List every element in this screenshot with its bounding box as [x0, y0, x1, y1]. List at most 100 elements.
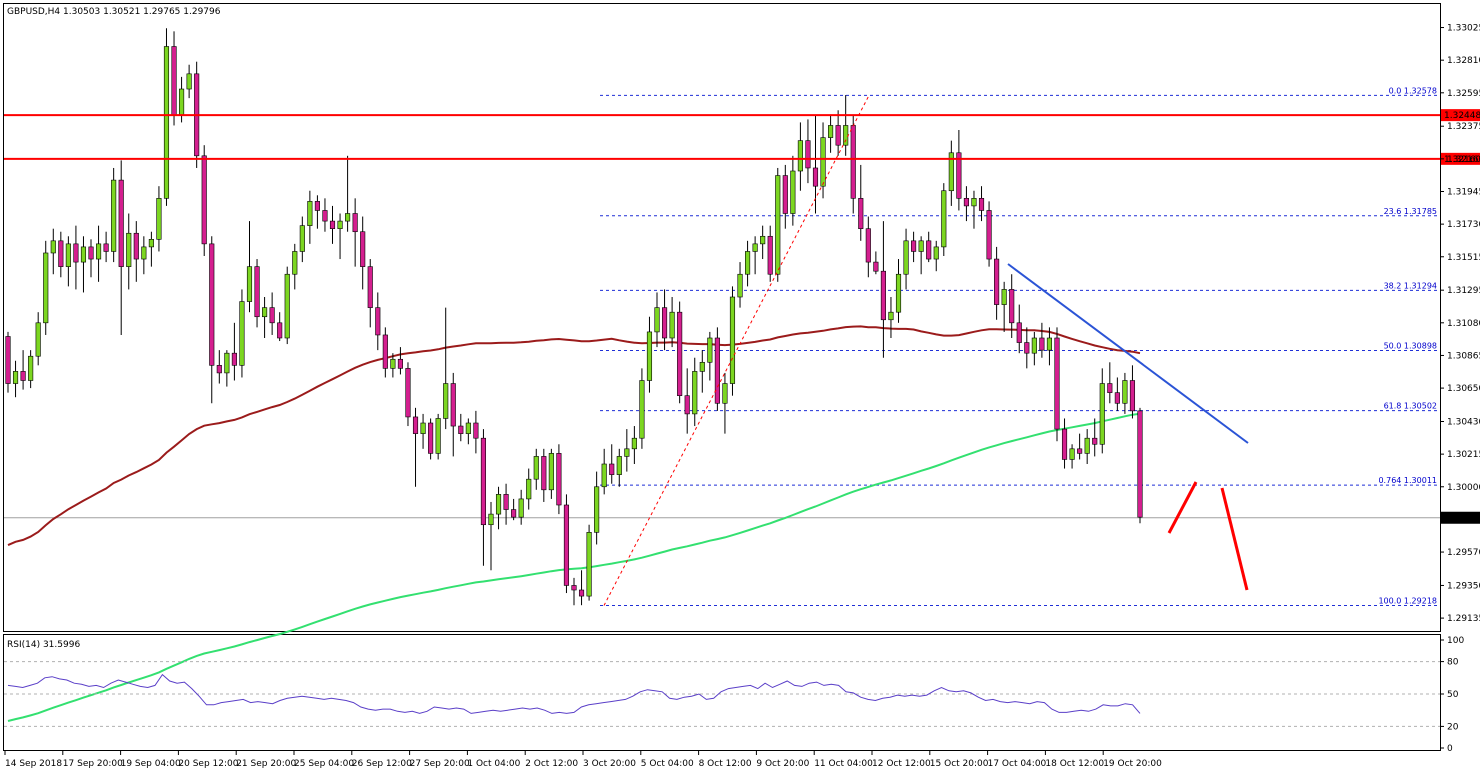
rsi-tick-label: 80: [1447, 658, 1459, 668]
candle-body: [737, 273, 743, 298]
candle-body: [586, 532, 592, 597]
candle-body: [390, 358, 396, 369]
time-tick-label: 26 Sep 12:00: [352, 759, 412, 769]
candle-body: [1061, 428, 1068, 460]
candle-body: [692, 371, 698, 415]
time-tick-label: 27 Sep 20:00: [410, 759, 470, 769]
candle-body: [224, 352, 230, 374]
candle-body: [284, 273, 290, 339]
candle-body: [714, 337, 720, 404]
candle-body: [858, 198, 864, 229]
candle-body: [820, 137, 826, 187]
candle-body: [458, 425, 464, 434]
resistance-price-tag: [1441, 152, 1480, 165]
candle-body: [518, 498, 524, 518]
candle-body: [911, 240, 917, 252]
candle-body: [201, 155, 207, 245]
candle-body: [360, 231, 366, 267]
candle-body: [888, 311, 894, 321]
time-tick-label: 9 Oct 20:00: [756, 759, 809, 769]
candle-body: [775, 175, 781, 275]
candle-body: [209, 243, 215, 366]
candle-body: [307, 201, 313, 226]
candle-body: [654, 307, 660, 333]
time-tick-label: 11 Oct 04:00: [814, 759, 873, 769]
candle-body: [578, 589, 585, 597]
candle-body: [420, 422, 426, 434]
rsi-tick-label: 0: [1447, 744, 1453, 754]
candle-body: [186, 73, 192, 90]
time-tick-label: 17 Oct 04:00: [988, 759, 1047, 769]
candle-body: [1129, 380, 1136, 412]
candle-body: [1107, 383, 1113, 393]
candle-body: [1024, 342, 1030, 354]
candle-body: [163, 46, 170, 199]
candle-body: [948, 152, 954, 192]
candle-body: [254, 266, 260, 318]
candle-body: [1114, 392, 1120, 404]
candle-body: [495, 494, 502, 515]
candle-body: [880, 270, 886, 321]
candle-body: [412, 416, 419, 434]
candle-body: [480, 437, 487, 526]
time-tick-label: 21 Sep 20:00: [236, 759, 296, 769]
candle-body: [926, 240, 932, 260]
price-tick-label: 1.32810: [1447, 56, 1480, 66]
time-tick-label: 18 Oct 12:00: [1045, 759, 1104, 769]
candle-body: [571, 585, 577, 591]
projection-down-line: [1220, 487, 1249, 591]
candle-body: [1069, 448, 1075, 460]
candle-body: [760, 235, 766, 245]
candle-body: [971, 198, 977, 207]
rsi-tick-label: 50: [1447, 690, 1459, 700]
price-tick-label: 1.29570: [1447, 548, 1480, 558]
candle-body: [352, 213, 358, 233]
fib-label: 23.6 1.31785: [1384, 207, 1437, 216]
candle-body: [963, 198, 969, 207]
candle-body: [895, 273, 902, 313]
price-tick-label: 1.30000: [1447, 483, 1480, 493]
candle-body: [156, 198, 162, 240]
candle-body: [216, 365, 222, 374]
candle-body: [1031, 337, 1037, 354]
time-tick-label: 14 Sep 2018: [5, 759, 62, 769]
time-tick-label: 3 Oct 20:00: [583, 759, 636, 769]
price-tick-label: 1.32375: [1447, 122, 1480, 132]
candle-body: [865, 228, 871, 263]
candle-body: [556, 453, 562, 506]
candle-body: [699, 361, 705, 372]
candle-body: [179, 88, 185, 116]
horizontal-levels: 1.32448 1.32160 1.29796: [4, 109, 1480, 524]
candle-body: [873, 261, 879, 272]
time-tick-label: 12 Oct 12:00: [872, 759, 931, 769]
price-tick-label: 1.30865: [1447, 351, 1480, 361]
price-axis: 1.33025 1.32810 1.32595 1.32375 1.32160 1.319…: [1440, 24, 1480, 624]
candle-body: [729, 296, 736, 384]
candle-body: [43, 252, 49, 324]
fib-label: 61.8 1.30502: [1384, 402, 1437, 411]
candle-body: [65, 243, 71, 267]
candlesticks: [5, 28, 1143, 606]
candle-body: [269, 307, 275, 324]
trend-line: [1007, 263, 1249, 444]
time-tick-label: 20 Sep 12:00: [178, 759, 238, 769]
candle-body: [646, 331, 653, 381]
price-tick-label: 1.31730: [1447, 220, 1480, 230]
ma-dark-red-line: [7, 325, 1141, 547]
candle-body: [526, 478, 532, 500]
time-tick-label: 19 Oct 20:00: [1103, 759, 1162, 769]
price-tick-label: 1.30650: [1447, 384, 1480, 394]
rsi-label: RSI(14) 31.5996: [7, 640, 80, 650]
candle-body: [171, 46, 177, 116]
candle-body: [473, 422, 479, 439]
candle-body: [118, 179, 124, 267]
fib-label: 0.764 1.30011: [1378, 476, 1437, 485]
candle-body: [722, 383, 728, 404]
rsi-line: [7, 673, 1141, 714]
candle-body: [790, 170, 796, 214]
candle-body: [669, 311, 675, 339]
candle-body: [262, 307, 268, 318]
candle-body: [73, 243, 79, 263]
candle-body: [345, 213, 351, 222]
